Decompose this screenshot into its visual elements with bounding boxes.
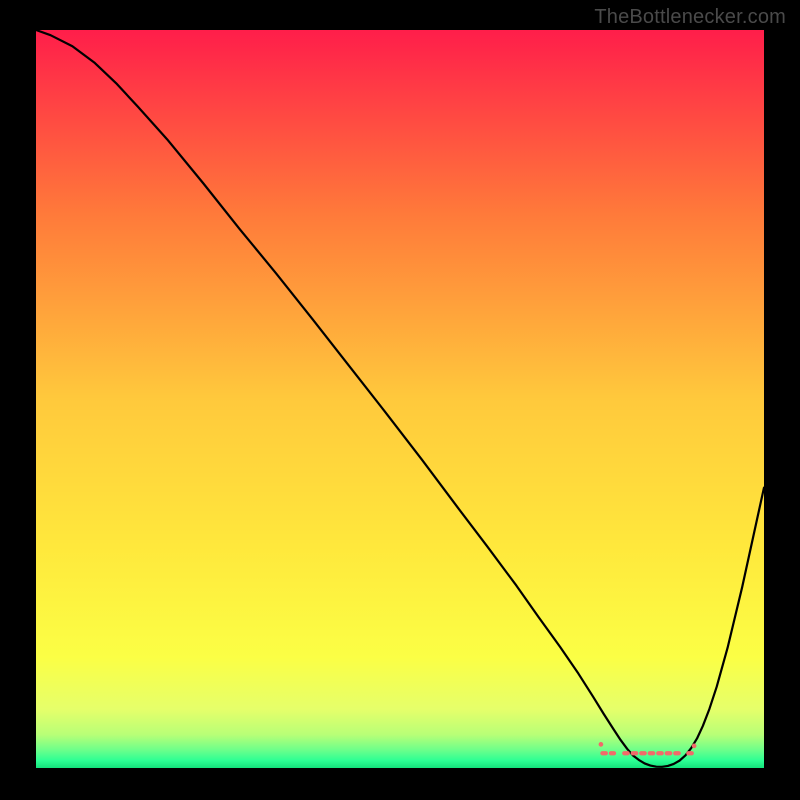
valley-marker-dot [599, 742, 604, 747]
plot-area [36, 30, 764, 768]
chart-container: TheBottlenecker.com [0, 0, 800, 800]
chart-svg [36, 30, 764, 768]
watermark-label: TheBottlenecker.com [594, 6, 786, 29]
valley-marker-dot [692, 744, 697, 749]
gradient-background [36, 30, 764, 768]
